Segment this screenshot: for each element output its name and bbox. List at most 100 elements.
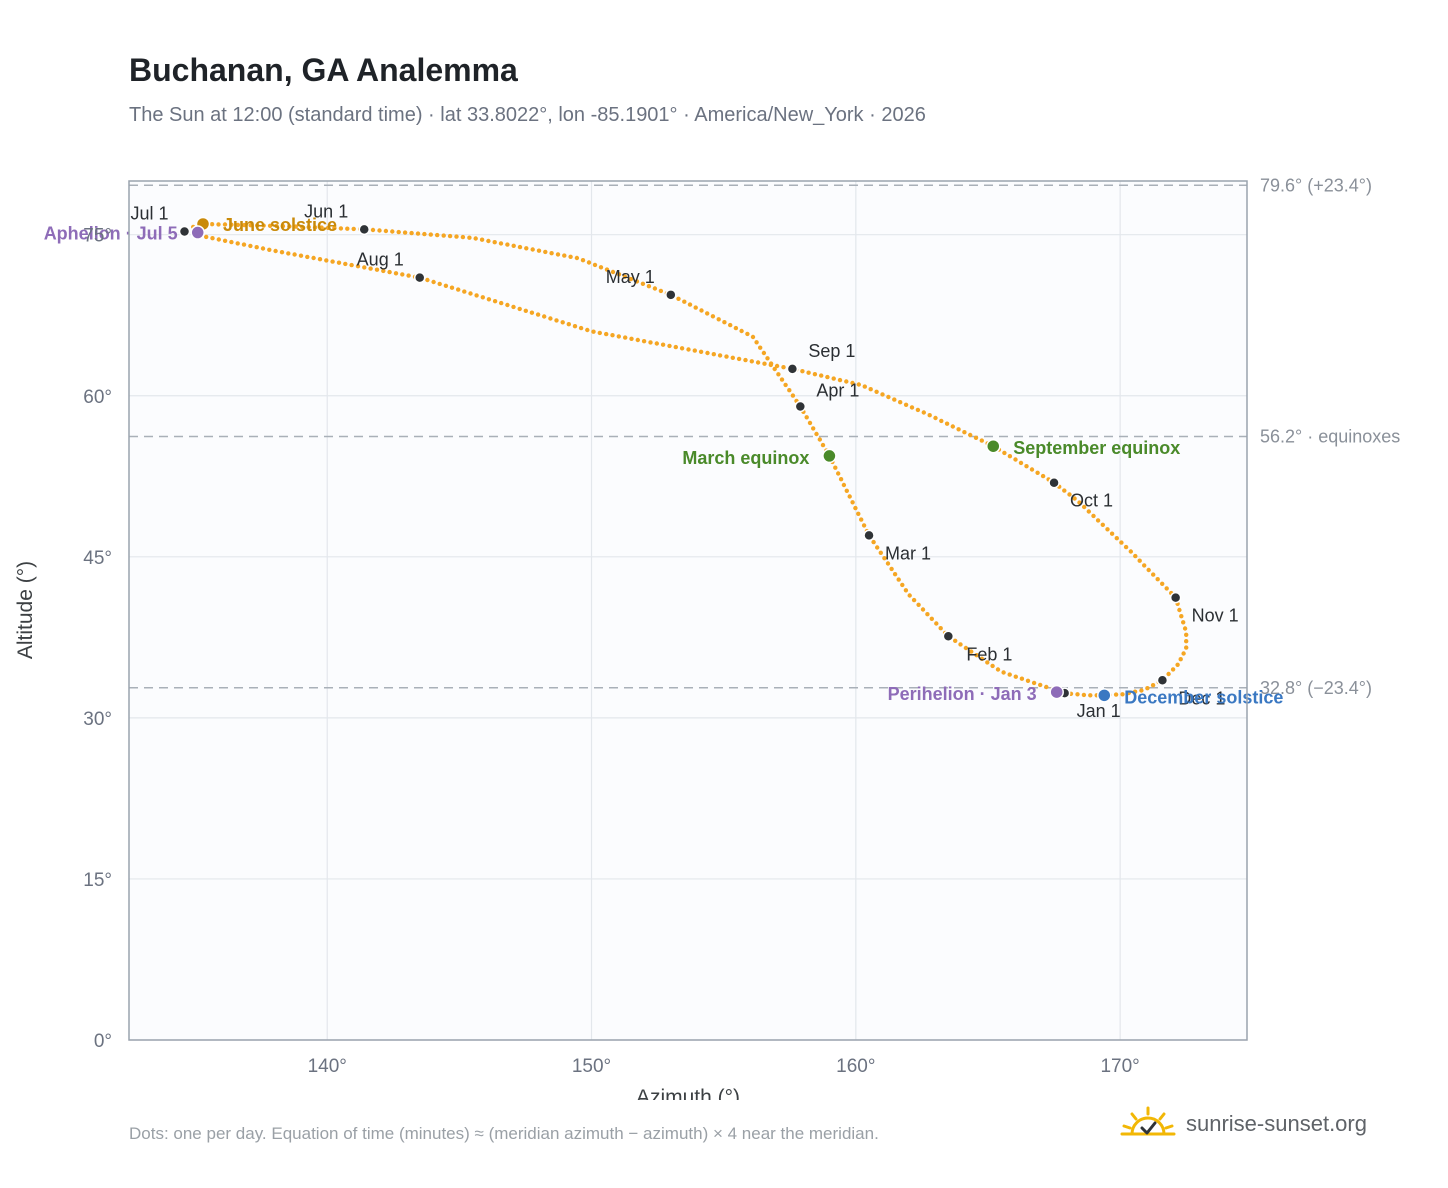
daily-sun-dot bbox=[287, 224, 292, 229]
daily-sun-dot bbox=[216, 222, 221, 227]
daily-sun-dot bbox=[462, 289, 467, 294]
daily-sun-dot bbox=[878, 550, 883, 555]
x-tick-label: 170° bbox=[1100, 1056, 1139, 1077]
daily-sun-dot bbox=[368, 266, 373, 271]
daily-sun-dot bbox=[673, 344, 678, 350]
daily-sun-dot bbox=[837, 377, 843, 383]
daily-sun-dot bbox=[868, 387, 873, 392]
daily-sun-dot bbox=[591, 329, 596, 334]
daily-sun-dot bbox=[261, 223, 266, 228]
daily-sun-dot bbox=[248, 243, 253, 249]
daily-sun-dot bbox=[568, 254, 573, 259]
event-marker bbox=[1049, 684, 1064, 700]
daily-sun-dot bbox=[209, 222, 215, 227]
daily-sun-dot bbox=[817, 437, 822, 442]
daily-sun-dot bbox=[437, 281, 442, 287]
daily-sun-dot bbox=[374, 267, 380, 272]
daily-sun-dot bbox=[435, 232, 440, 238]
daily-sun-dot bbox=[933, 415, 938, 421]
daily-sun-dot bbox=[925, 612, 930, 617]
daily-sun-dot bbox=[422, 231, 427, 237]
daily-sun-dot bbox=[724, 354, 729, 359]
daily-sun-dot bbox=[280, 223, 286, 229]
daily-sun-dot bbox=[1132, 689, 1138, 694]
daily-sun-dot bbox=[1155, 577, 1160, 582]
daily-sun-dot bbox=[825, 374, 830, 380]
daily-sun-dot bbox=[555, 252, 561, 257]
daily-sun-dot bbox=[635, 337, 640, 343]
daily-sun-dot bbox=[911, 597, 917, 603]
daily-sun-dot bbox=[1177, 607, 1182, 613]
brand-logo[interactable]: sunrise-sunset.org bbox=[1120, 1104, 1367, 1144]
daily-sun-dot bbox=[903, 402, 909, 407]
daily-sun-dot bbox=[969, 649, 974, 654]
daily-sun-dot bbox=[929, 616, 934, 621]
daily-sun-dot bbox=[498, 241, 504, 246]
footnote: Dots: one per day. Equation of time (min… bbox=[129, 1124, 879, 1143]
daily-sun-dot bbox=[1119, 540, 1124, 545]
month-marker bbox=[665, 289, 677, 301]
daily-sun-dot bbox=[235, 222, 241, 228]
month-marker bbox=[786, 363, 799, 375]
daily-sun-dot bbox=[844, 379, 849, 384]
month-marker-label: Jul 1 bbox=[130, 203, 168, 223]
daily-sun-dot bbox=[298, 253, 304, 258]
daily-sun-dot bbox=[856, 382, 861, 387]
daily-sun-dot bbox=[953, 638, 958, 643]
daily-sun-dot bbox=[1150, 683, 1156, 688]
event-label: September equinox bbox=[1013, 438, 1180, 458]
daily-sun-dot bbox=[222, 238, 228, 243]
daily-sun-dot bbox=[974, 653, 979, 658]
daily-sun-dot bbox=[542, 314, 547, 319]
daily-sun-dot bbox=[1126, 690, 1132, 696]
daily-sun-dot bbox=[739, 328, 744, 334]
daily-sun-dot bbox=[1100, 522, 1106, 527]
daily-sun-dot bbox=[572, 324, 578, 329]
daily-sun-dot bbox=[1067, 492, 1072, 497]
daily-sun-dot bbox=[692, 348, 697, 353]
daily-sun-dot bbox=[733, 325, 739, 331]
daily-sun-dot bbox=[973, 435, 979, 440]
daily-sun-dot bbox=[622, 274, 628, 279]
daily-sun-dot bbox=[549, 251, 554, 256]
daily-sun-dot bbox=[856, 511, 861, 516]
daily-sun-dot bbox=[1025, 678, 1031, 683]
daily-sun-dot bbox=[338, 226, 344, 231]
daily-sun-dot bbox=[406, 273, 411, 278]
daily-sun-dot bbox=[1007, 454, 1013, 459]
daily-sun-dot bbox=[990, 663, 995, 669]
month-marker-label: Apr 1 bbox=[816, 380, 859, 400]
daily-sun-dot bbox=[1002, 450, 1007, 456]
event-marker bbox=[1097, 688, 1112, 703]
daily-sun-dot bbox=[1137, 558, 1142, 563]
daily-sun-dot bbox=[871, 539, 876, 545]
daily-sun-dot bbox=[1184, 645, 1189, 650]
daily-sun-dot bbox=[1029, 467, 1035, 472]
daily-sun-dot bbox=[293, 224, 298, 229]
daily-sun-dot bbox=[505, 242, 510, 247]
daily-sun-dot bbox=[362, 265, 367, 270]
daily-sun-dot bbox=[667, 343, 672, 349]
daily-sun-dot bbox=[699, 308, 704, 313]
daily-sun-dot bbox=[505, 302, 510, 308]
daily-sun-dot bbox=[486, 297, 492, 302]
daily-sun-dot bbox=[428, 232, 433, 237]
daily-sun-dot bbox=[1109, 531, 1115, 536]
daily-sun-dot bbox=[1007, 672, 1012, 677]
sun-icon bbox=[1120, 1106, 1176, 1136]
daily-sun-dot bbox=[838, 477, 844, 482]
daily-sun-dot bbox=[1035, 470, 1040, 475]
daily-sun-dot bbox=[1164, 586, 1169, 591]
month-marker-label: Dec 1 bbox=[1178, 688, 1225, 708]
daily-sun-dot bbox=[616, 334, 621, 339]
daily-sun-dot bbox=[317, 257, 323, 262]
daily-sun-dot bbox=[909, 405, 915, 410]
daily-sun-dot bbox=[956, 427, 961, 432]
daily-sun-dot bbox=[831, 376, 836, 381]
daily-sun-dot bbox=[517, 306, 522, 312]
daily-sun-dot bbox=[536, 248, 542, 253]
daily-sun-dot bbox=[1082, 504, 1087, 510]
daily-sun-dot bbox=[499, 300, 504, 306]
daily-sun-dot bbox=[390, 229, 395, 234]
daily-sun-dot bbox=[370, 227, 376, 233]
